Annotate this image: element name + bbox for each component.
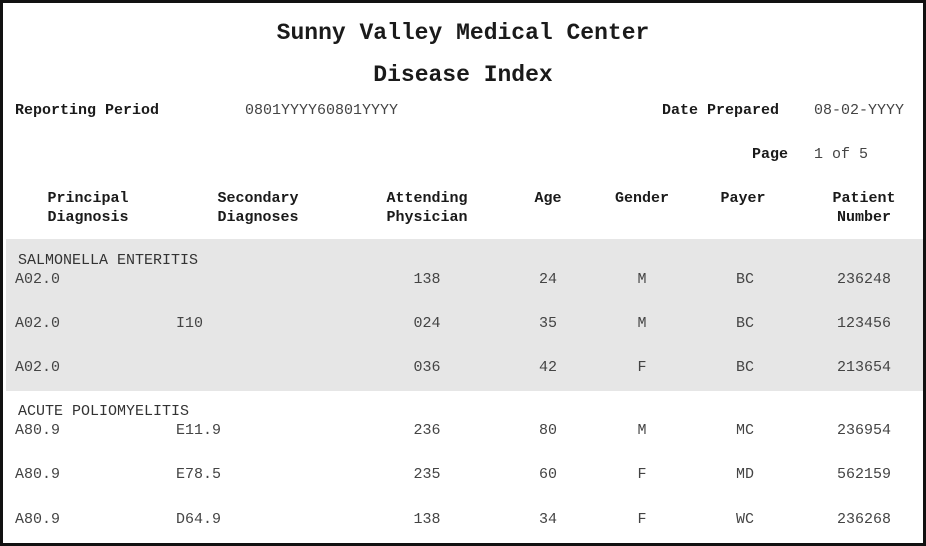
cell-secondary: E78.5 — [176, 466, 222, 483]
cell-patient: 213654 — [836, 359, 892, 376]
cell-age: 80 — [538, 422, 558, 439]
cell-physician: 024 — [413, 315, 441, 332]
cell-gender: F — [637, 511, 647, 528]
cell-physician: 138 — [413, 511, 441, 528]
cell-patient: 123456 — [836, 315, 892, 332]
reporting-period-label: Reporting Period — [15, 102, 160, 119]
column-header-line: Physician — [386, 209, 468, 226]
cell-gender: F — [637, 466, 647, 483]
column-header-line: Secondary — [217, 190, 299, 207]
cell-patient: 236954 — [836, 422, 892, 439]
cell-physician: 235 — [413, 466, 441, 483]
column-header-line: Diagnoses — [217, 209, 299, 226]
column-header-gender: Gender — [614, 190, 669, 207]
cell-patient: 236248 — [836, 271, 892, 288]
report-title: Disease Index — [373, 62, 553, 88]
cell-principal: A02.0 — [15, 271, 61, 288]
column-header-line: Number — [836, 209, 891, 226]
cell-principal: A02.0 — [15, 315, 61, 332]
cell-age: 34 — [538, 511, 558, 528]
group-band-shading — [6, 239, 923, 391]
date-prepared-value: 08-02-YYYY — [814, 102, 905, 119]
column-header-line: Attending — [386, 190, 468, 207]
cell-secondary: E11.9 — [176, 422, 222, 439]
cell-payer: MD — [735, 466, 755, 483]
column-header-principal-diagnosis: Principal Diagnosis — [8, 189, 168, 227]
cell-payer: BC — [735, 359, 755, 376]
cell-gender: F — [637, 359, 647, 376]
cell-age: 42 — [538, 359, 558, 376]
column-header-line: Principal — [47, 190, 129, 207]
cell-gender: M — [637, 271, 647, 288]
cell-patient: 236268 — [836, 511, 892, 528]
cell-gender: M — [637, 422, 647, 439]
cell-physician: 138 — [413, 271, 441, 288]
column-header-line: Diagnosis — [47, 209, 129, 226]
cell-age: 60 — [538, 466, 558, 483]
diagnosis-group-title: ACUTE POLIOMYELITIS — [18, 403, 190, 420]
column-header-attending-physician: Attending Physician — [347, 189, 507, 227]
cell-age: 24 — [538, 271, 558, 288]
diagnosis-group-title: SALMONELLA ENTERITIS — [18, 252, 199, 269]
cell-principal: A80.9 — [15, 511, 61, 528]
cell-gender: M — [637, 315, 647, 332]
cell-age: 35 — [538, 315, 558, 332]
cell-secondary: D64.9 — [176, 511, 222, 528]
cell-physician: 036 — [413, 359, 441, 376]
date-prepared-label: Date Prepared — [662, 102, 780, 119]
cell-physician: 236 — [413, 422, 441, 439]
column-header-payer: Payer — [720, 190, 766, 207]
cell-payer: BC — [735, 315, 755, 332]
column-header-patient-number: Patient Number — [814, 189, 914, 227]
reporting-period-value: 0801YYYY60801YYYY — [245, 102, 399, 119]
cell-payer: WC — [735, 511, 755, 528]
column-header-secondary-diagnoses: Secondary Diagnoses — [178, 189, 338, 227]
column-header-age: Age — [534, 190, 562, 207]
cell-principal: A02.0 — [15, 359, 61, 376]
page-value: 1 of 5 — [814, 146, 869, 163]
cell-secondary: I10 — [176, 315, 204, 332]
cell-principal: A80.9 — [15, 466, 61, 483]
page-label: Page — [752, 146, 789, 163]
cell-payer: MC — [735, 422, 755, 439]
organization-title: Sunny Valley Medical Center — [276, 20, 650, 46]
cell-payer: BC — [735, 271, 755, 288]
cell-patient: 562159 — [836, 466, 892, 483]
column-header-line: Patient — [832, 190, 896, 207]
cell-principal: A80.9 — [15, 422, 61, 439]
